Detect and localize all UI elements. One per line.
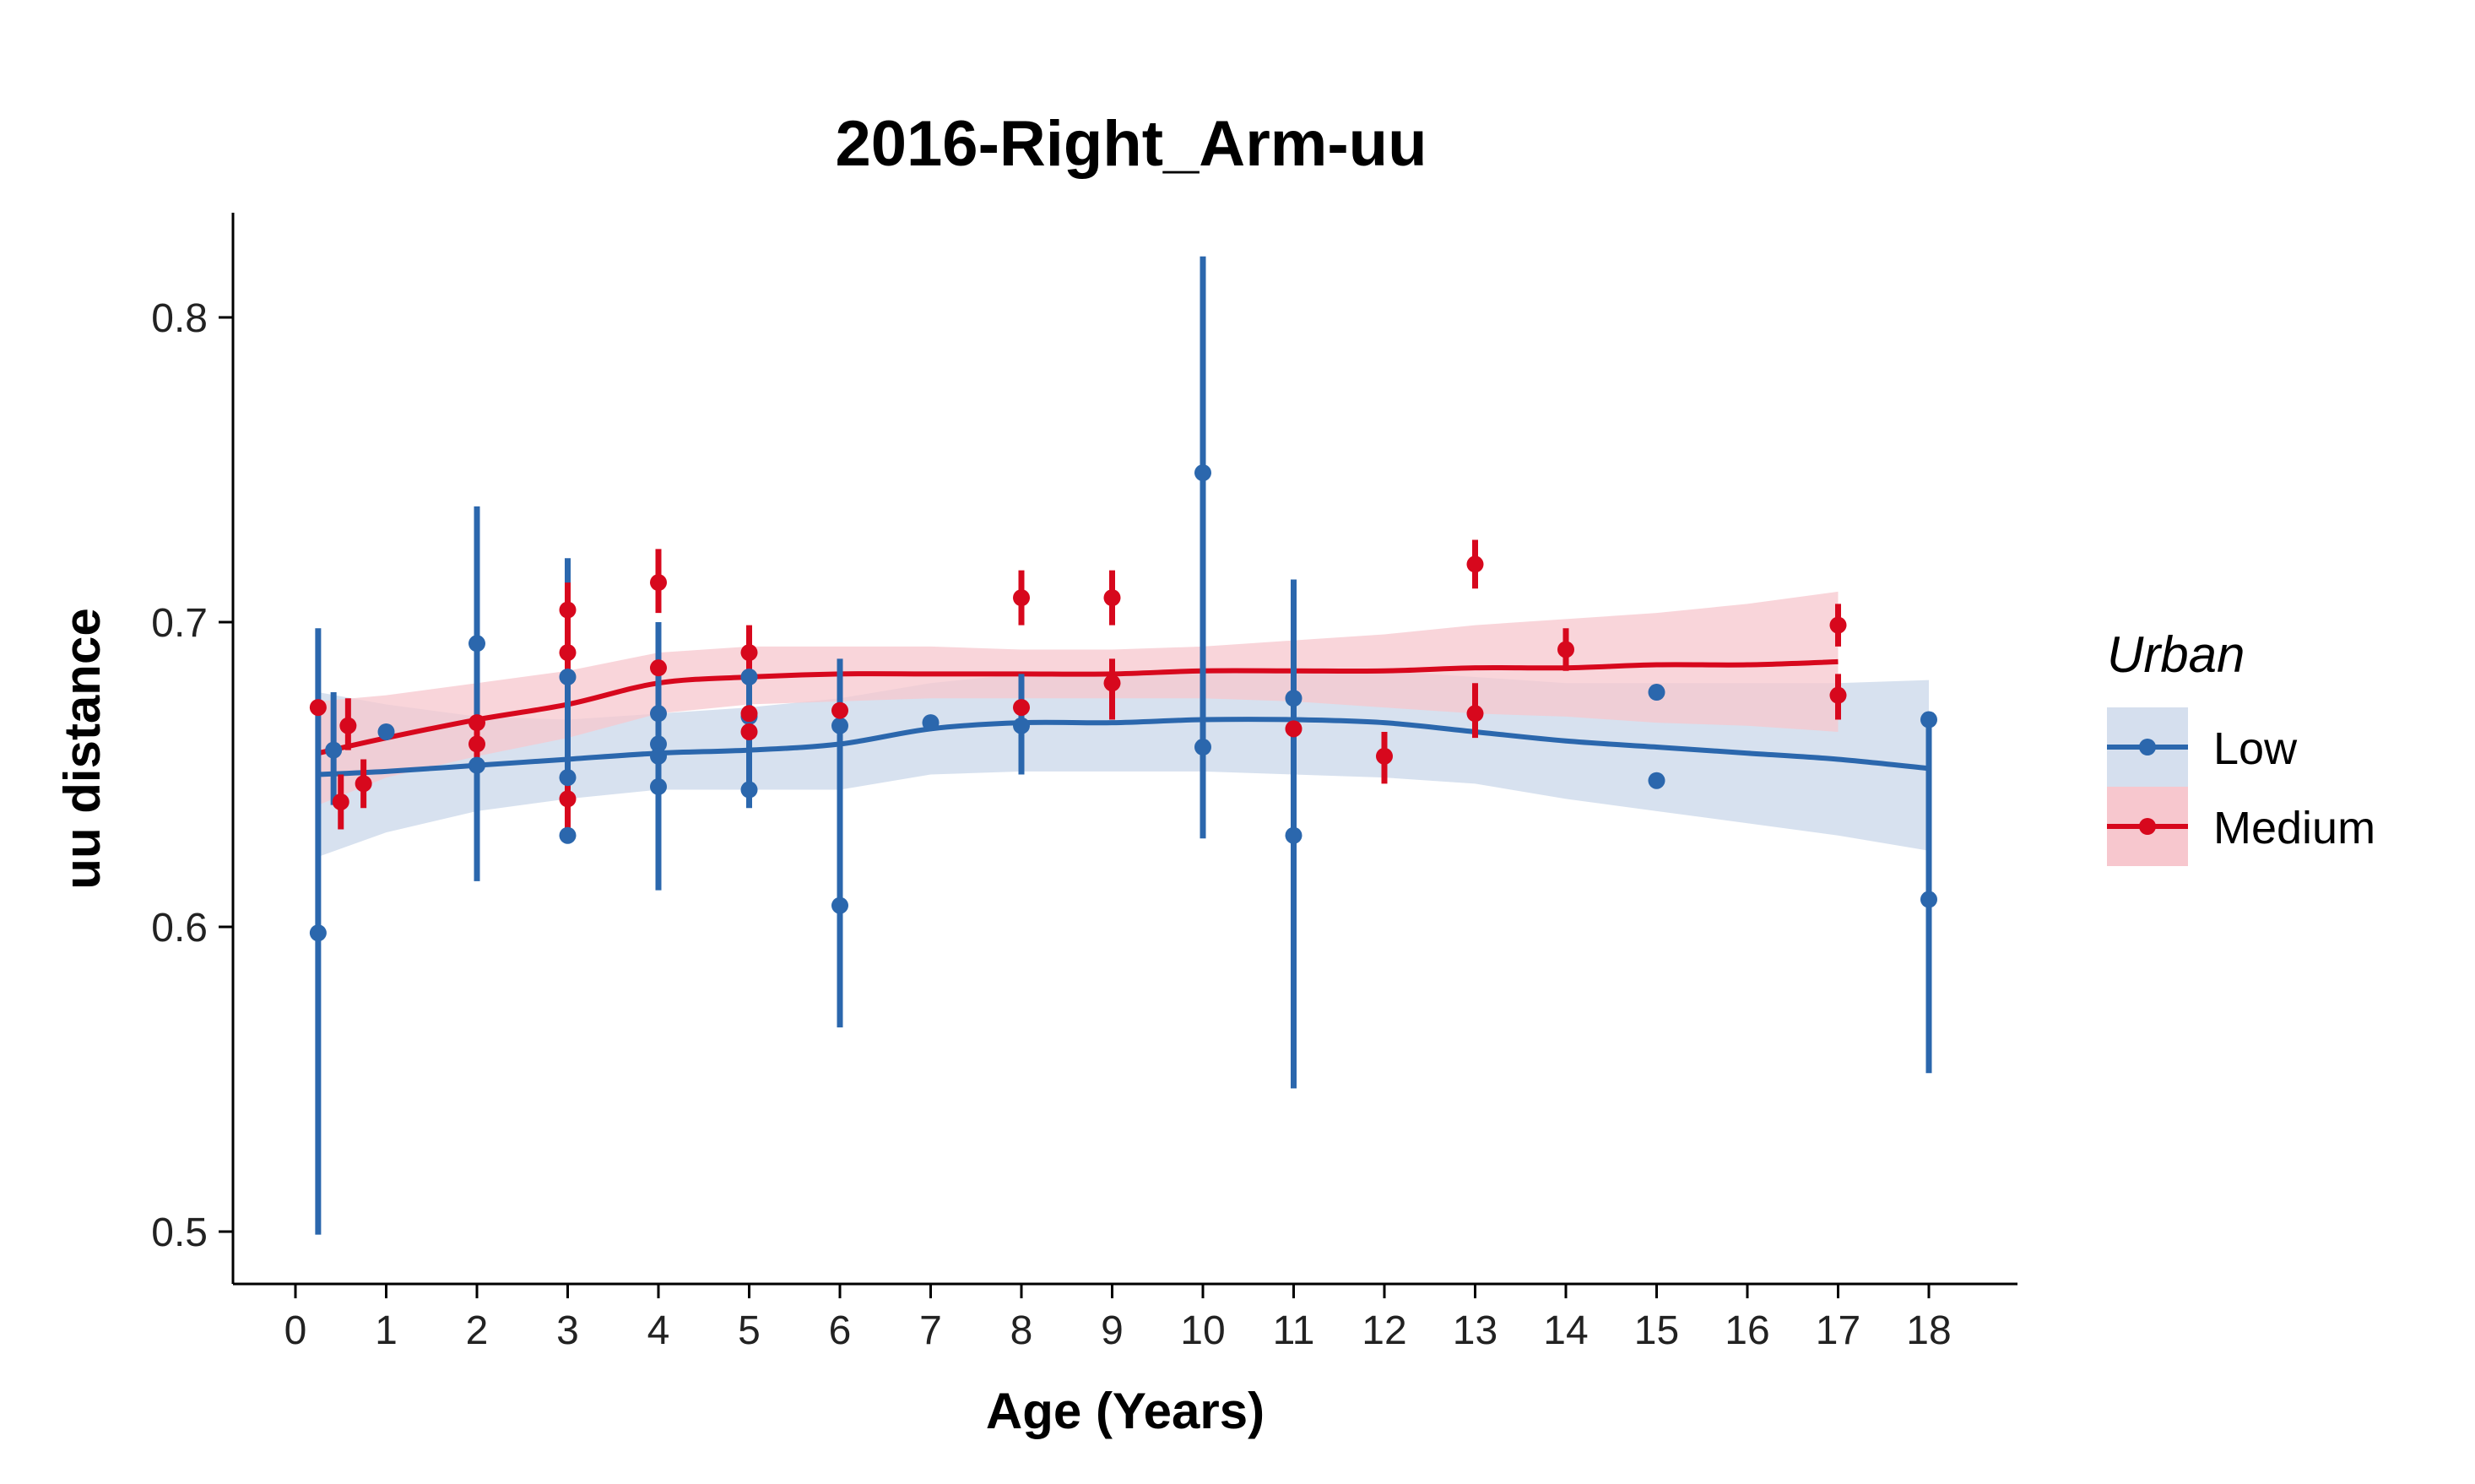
y-tick-label: 0.6 bbox=[151, 906, 208, 951]
data-point-low bbox=[1648, 684, 1665, 701]
x-tick-label: 7 bbox=[919, 1308, 942, 1353]
data-point-medium bbox=[650, 574, 667, 592]
plot-area bbox=[309, 256, 1937, 1235]
legend-point-medium bbox=[2139, 818, 2156, 835]
x-tick-label: 10 bbox=[1180, 1308, 1225, 1353]
data-point-low bbox=[1285, 826, 1302, 844]
data-point-low bbox=[831, 896, 848, 914]
data-point-low bbox=[468, 635, 485, 653]
x-tick-label: 1 bbox=[375, 1308, 398, 1353]
data-point-low bbox=[650, 735, 667, 753]
x-tick-label: 17 bbox=[1816, 1308, 1860, 1353]
data-point-medium bbox=[355, 775, 372, 793]
data-points bbox=[309, 464, 1937, 942]
data-point-low bbox=[922, 714, 940, 732]
data-point-medium bbox=[831, 701, 848, 719]
x-tick-label: 13 bbox=[1453, 1308, 1497, 1353]
confidence-band-medium bbox=[317, 591, 1839, 805]
x-tick-label: 16 bbox=[1725, 1308, 1769, 1353]
data-point-low bbox=[1920, 891, 1937, 908]
data-point-medium bbox=[1829, 686, 1847, 704]
x-tick-label: 9 bbox=[1101, 1308, 1124, 1353]
data-point-low bbox=[650, 705, 667, 723]
x-tick-label: 8 bbox=[1010, 1308, 1033, 1353]
legend-label-low: Low bbox=[2213, 723, 2298, 774]
data-point-low bbox=[559, 769, 577, 787]
y-axis-ticks: 0.5 0.6 0.7 0.8 bbox=[151, 296, 233, 1255]
data-point-medium bbox=[559, 601, 577, 619]
data-point-medium bbox=[740, 705, 758, 723]
legend-item-medium: Medium bbox=[2107, 787, 2375, 866]
data-point-medium bbox=[1376, 747, 1393, 765]
data-point-low bbox=[468, 756, 485, 774]
y-axis-title: uu distance bbox=[54, 608, 111, 889]
data-point-medium bbox=[468, 735, 485, 753]
data-point-low bbox=[309, 924, 327, 942]
data-point-low bbox=[650, 747, 667, 765]
trend-line-low bbox=[317, 717, 1930, 777]
x-tick-label: 6 bbox=[829, 1308, 852, 1353]
data-point-medium bbox=[1285, 720, 1302, 738]
legend-title: Urban bbox=[2107, 626, 2245, 683]
data-point-low bbox=[1920, 711, 1937, 728]
x-tick-label: 0 bbox=[284, 1308, 307, 1353]
data-point-low bbox=[1194, 739, 1211, 756]
legend-item-low: Low bbox=[2107, 707, 2298, 787]
x-axis-title: Age (Years) bbox=[986, 1383, 1265, 1439]
data-point-low bbox=[740, 668, 758, 685]
x-tick-label: 2 bbox=[466, 1308, 489, 1353]
data-point-medium bbox=[1013, 699, 1030, 717]
x-tick-label: 14 bbox=[1543, 1308, 1588, 1353]
x-tick-label: 15 bbox=[1634, 1308, 1679, 1353]
data-point-medium bbox=[468, 714, 485, 732]
y-tick-label: 0.7 bbox=[151, 601, 208, 646]
x-axis-ticks: 0 1 2 3 4 5 6 7 8 9 10 11 12 13 14 15 16 17 18 bbox=[284, 1284, 1952, 1353]
data-point-medium bbox=[1466, 555, 1484, 573]
data-point-medium bbox=[1829, 616, 1847, 634]
data-point-low bbox=[559, 826, 577, 844]
data-point-medium bbox=[1103, 674, 1121, 692]
data-point-low bbox=[1285, 690, 1302, 707]
data-point-medium bbox=[1466, 705, 1484, 723]
confidence-band-low bbox=[317, 670, 1929, 857]
data-point-medium bbox=[559, 790, 577, 808]
data-point-medium bbox=[1103, 589, 1121, 607]
data-point-low bbox=[831, 717, 848, 734]
y-tick-label: 0.8 bbox=[151, 296, 208, 341]
data-point-low bbox=[740, 781, 758, 799]
data-point-medium bbox=[740, 644, 758, 662]
x-tick-label: 18 bbox=[1906, 1308, 1951, 1353]
data-point-low bbox=[325, 741, 343, 759]
legend: Urban Low Medium bbox=[2107, 626, 2375, 866]
data-point-medium bbox=[650, 659, 667, 677]
x-tick-label: 3 bbox=[556, 1308, 579, 1353]
data-point-medium bbox=[332, 793, 349, 810]
x-tick-label: 12 bbox=[1362, 1308, 1406, 1353]
data-point-medium bbox=[1013, 589, 1030, 607]
data-point-medium bbox=[740, 723, 758, 740]
data-point-medium bbox=[309, 699, 327, 717]
legend-label-medium: Medium bbox=[2213, 803, 2375, 853]
x-tick-label: 11 bbox=[1273, 1308, 1315, 1353]
data-point-low bbox=[650, 777, 667, 795]
data-point-low bbox=[1194, 464, 1211, 482]
data-point-medium bbox=[1557, 641, 1574, 658]
legend-point-low bbox=[2139, 739, 2156, 756]
x-tick-label: 5 bbox=[738, 1308, 761, 1353]
data-point-medium bbox=[339, 717, 357, 734]
y-tick-label: 0.5 bbox=[151, 1210, 208, 1255]
data-point-low bbox=[559, 668, 577, 685]
data-point-low bbox=[1648, 772, 1665, 789]
data-point-low bbox=[377, 723, 395, 740]
chart-title: 2016-Right_Arm-uu bbox=[836, 108, 1427, 180]
x-tick-label: 4 bbox=[647, 1308, 670, 1353]
data-point-low bbox=[1013, 717, 1030, 734]
confidence-bands bbox=[317, 591, 1929, 857]
data-point-medium bbox=[559, 644, 577, 662]
